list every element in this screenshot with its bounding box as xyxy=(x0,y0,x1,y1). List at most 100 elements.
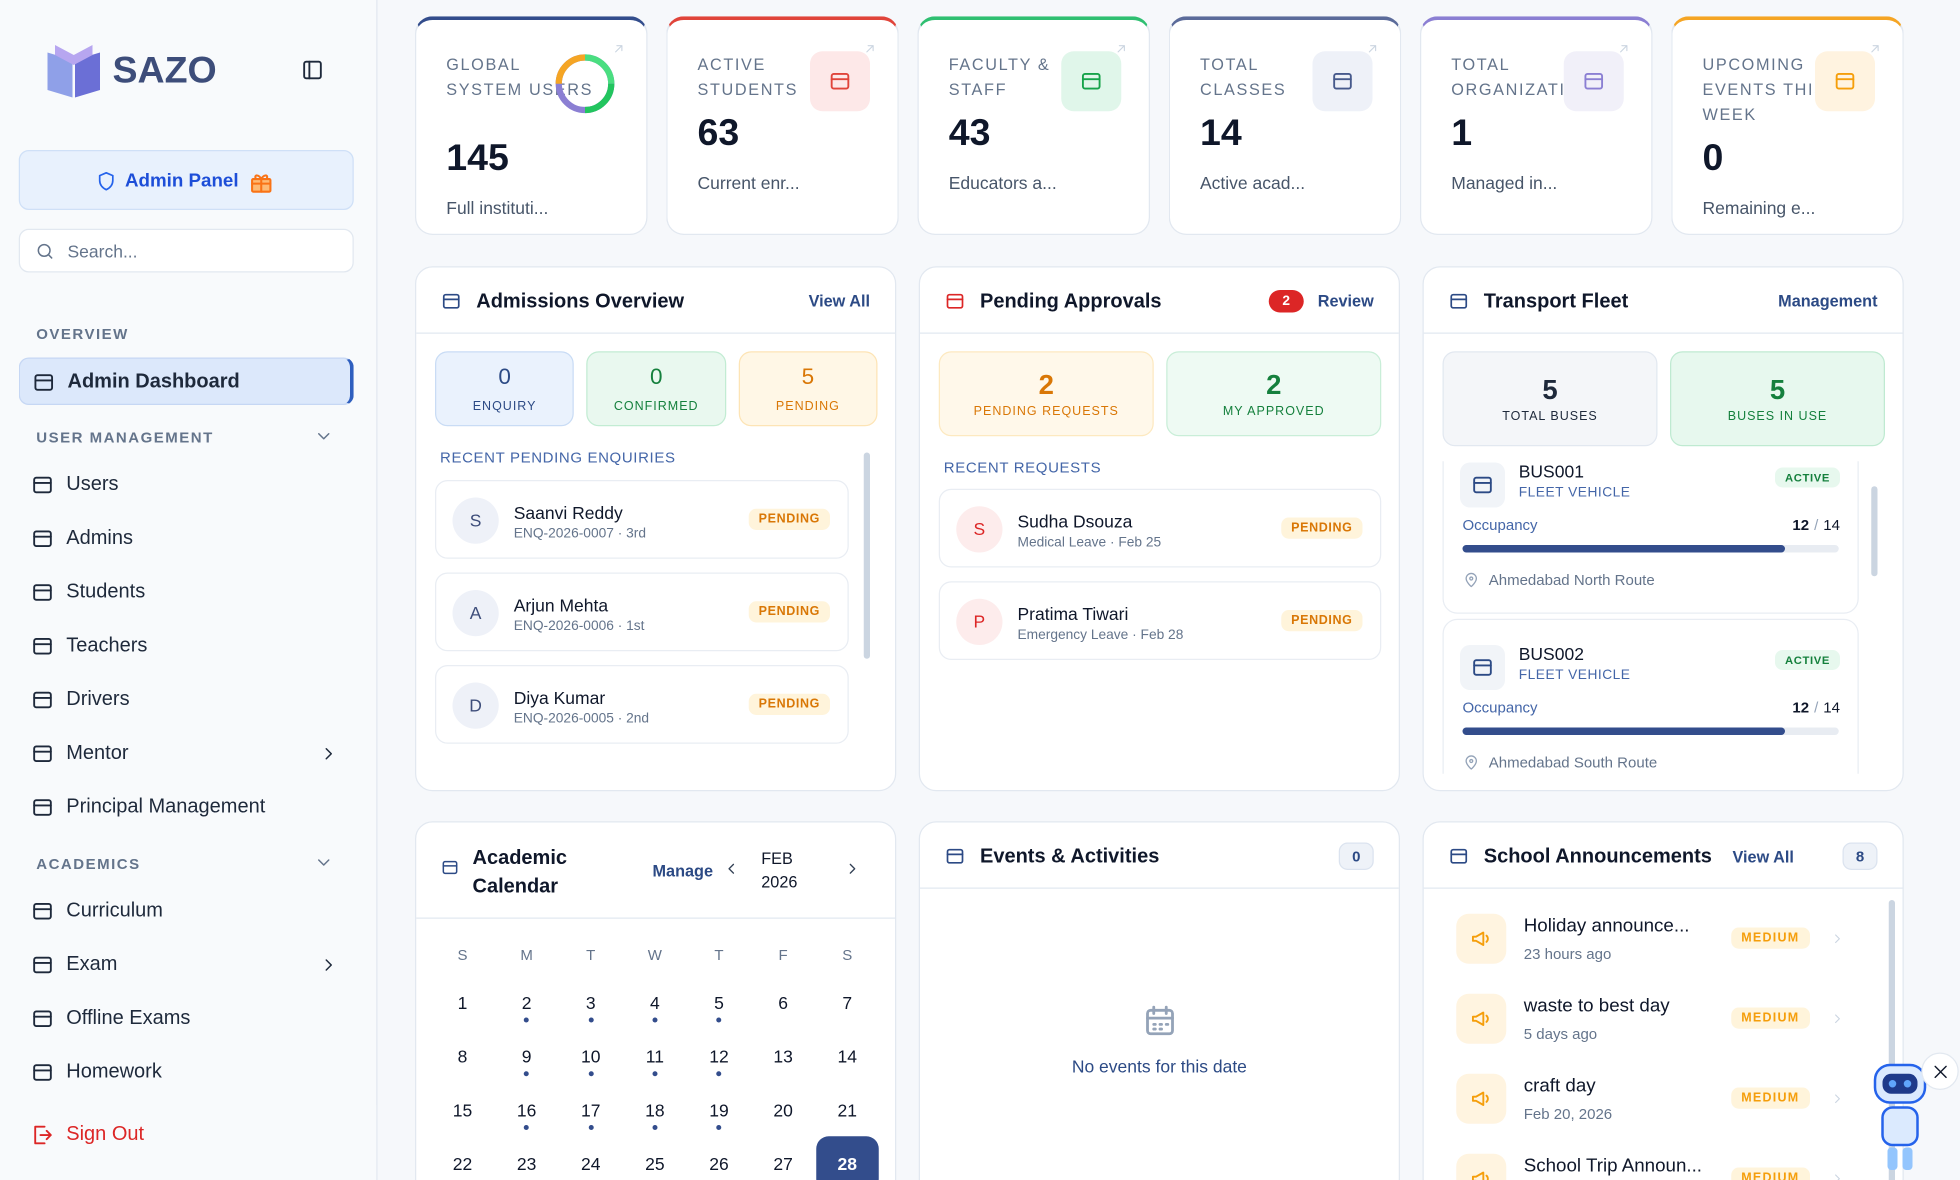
day[interactable]: 14 xyxy=(837,1046,857,1067)
icon xyxy=(30,1006,55,1031)
day[interactable]: 21 xyxy=(837,1100,857,1120)
sign-out[interactable]: Sign Out xyxy=(0,1105,377,1180)
day[interactable]: 6 xyxy=(778,992,788,1013)
icon-svg xyxy=(325,959,332,971)
icon xyxy=(31,370,56,395)
nav-item[interactable]: Students xyxy=(19,569,354,617)
icon-svg xyxy=(442,293,460,309)
day[interactable]: 9 xyxy=(521,1046,532,1067)
icon-svg xyxy=(325,748,332,760)
nav-item[interactable]: Offline Exams xyxy=(19,995,354,1043)
count-box: 5 BUSES IN USE xyxy=(1670,351,1885,447)
day[interactable]: 22 xyxy=(452,1153,473,1174)
nav-item[interactable]: Users xyxy=(19,461,354,509)
day[interactable]: 7 xyxy=(842,992,853,1013)
day[interactable]: 8 xyxy=(457,1046,468,1067)
icon-svg xyxy=(98,171,114,191)
day[interactable]: 19 xyxy=(709,1100,729,1120)
day[interactable]: 2 xyxy=(521,992,532,1013)
icon-svg xyxy=(1146,1005,1174,1036)
announcement[interactable]: School Trip Announ... MEDIUM xyxy=(1424,1150,1887,1180)
day[interactable]: 13 xyxy=(773,1046,793,1067)
day[interactable]: 12 xyxy=(709,1046,729,1067)
day[interactable]: 24 xyxy=(580,1153,601,1174)
nav-item[interactable]: Curriculum xyxy=(19,888,354,936)
icon xyxy=(30,741,55,766)
announcement[interactable]: craft day Feb 20, 2026 MEDIUM xyxy=(1424,1070,1887,1145)
nav-label: Curriculum xyxy=(66,900,163,922)
list-item[interactable]: A Arjun Mehta ENQ-2026-0006 · 1st PENDING xyxy=(435,572,849,652)
nav-label: Principal Management xyxy=(66,796,266,818)
icon-svg xyxy=(849,863,856,874)
panel-title: Academic Calendar xyxy=(472,847,567,898)
day[interactable]: 25 xyxy=(645,1153,665,1174)
day[interactable]: 17 xyxy=(580,1100,601,1120)
panel-action[interactable]: View All xyxy=(1732,847,1794,867)
weekday: T xyxy=(586,946,596,964)
nav-label: Admins xyxy=(66,527,133,549)
icon xyxy=(30,1123,55,1148)
nav-item[interactable]: Mentor xyxy=(19,730,354,778)
icon xyxy=(1830,930,1845,945)
search[interactable]: Search... xyxy=(18,228,354,273)
panel-action[interactable]: Manage xyxy=(652,861,714,880)
panel-action[interactable]: Management xyxy=(1778,291,1878,310)
count-badge: 8 xyxy=(1842,842,1878,870)
icon-svg xyxy=(34,1125,52,1145)
day[interactable]: 3 xyxy=(585,992,596,1013)
icon-svg xyxy=(318,433,330,440)
day[interactable]: 11 xyxy=(645,1046,664,1067)
icon xyxy=(1581,69,1606,94)
day[interactable]: 4 xyxy=(649,992,660,1013)
nav-item[interactable]: Homework xyxy=(19,1049,354,1097)
day[interactable]: 20 xyxy=(773,1100,793,1120)
nav-item[interactable]: Drivers xyxy=(19,676,354,724)
icon-svg xyxy=(1473,476,1492,494)
bus-status: ACTIVE xyxy=(1774,467,1840,488)
icon-svg xyxy=(1333,73,1352,90)
day[interactable]: 28 xyxy=(837,1153,857,1174)
section-title: OVERVIEW xyxy=(36,325,129,343)
day[interactable]: 27 xyxy=(773,1153,793,1174)
nav-item[interactable]: Exam xyxy=(19,941,354,989)
nav-item[interactable]: Admin Dashboard xyxy=(18,357,354,405)
stat-label: GLOBAL SYSTEM USERS xyxy=(446,55,594,99)
day[interactable]: 1 xyxy=(457,992,468,1013)
weekday: F xyxy=(778,946,788,964)
icon-svg xyxy=(946,848,964,864)
day[interactable]: 15 xyxy=(452,1100,473,1120)
list-item[interactable]: P Pratima Tiwari Emergency Leave · Feb 28 P… xyxy=(938,581,1382,660)
panel-action[interactable]: Review xyxy=(1317,291,1374,310)
panel-action[interactable]: View All xyxy=(808,291,870,310)
icon xyxy=(300,58,325,83)
day[interactable]: 23 xyxy=(516,1153,537,1174)
day[interactable]: 26 xyxy=(709,1153,729,1174)
icon xyxy=(1365,40,1380,55)
assistant-bot[interactable] xyxy=(1865,1053,1940,1178)
list-item[interactable]: S Sudha Dsouza Medical Leave · Feb 25 PENDI… xyxy=(938,488,1382,568)
icon-svg xyxy=(442,860,458,875)
day[interactable]: 10 xyxy=(580,1046,601,1067)
icon xyxy=(1868,40,1883,55)
day[interactable]: 5 xyxy=(714,992,724,1013)
stat-value: 1 xyxy=(1451,112,1473,154)
icon-svg xyxy=(1934,1065,1947,1079)
announcement[interactable]: waste to best day 5 days ago MEDIUM xyxy=(1424,990,1887,1065)
item-name: Diya Kumar xyxy=(513,687,606,708)
ann-title: waste to best day xyxy=(1523,995,1670,1017)
list-item[interactable]: S Saanvi Reddy ENQ-2026-0007 · 3rd PENDING xyxy=(435,480,849,559)
announcement[interactable]: Holiday announce... 23 hours ago MEDIUM xyxy=(1424,910,1887,985)
day[interactable]: 16 xyxy=(516,1100,537,1120)
nav-item[interactable]: Principal Management xyxy=(19,784,354,832)
admin-panel[interactable]: Admin Panel xyxy=(18,150,354,210)
badge: 2 xyxy=(1268,290,1304,313)
nav-item[interactable]: Teachers xyxy=(19,623,354,671)
list-item[interactable]: D Diya Kumar ENQ-2026-0005 · 2nd PENDING xyxy=(435,665,849,744)
panel-title: Admissions Overview xyxy=(476,291,685,313)
stat-sub: Remaining e... xyxy=(1702,197,1816,218)
day[interactable]: 18 xyxy=(645,1100,665,1120)
count-label: PENDING REQUESTS xyxy=(973,405,1119,419)
close-bot[interactable] xyxy=(1921,1052,1959,1090)
nav-item[interactable]: Admins xyxy=(19,515,354,563)
